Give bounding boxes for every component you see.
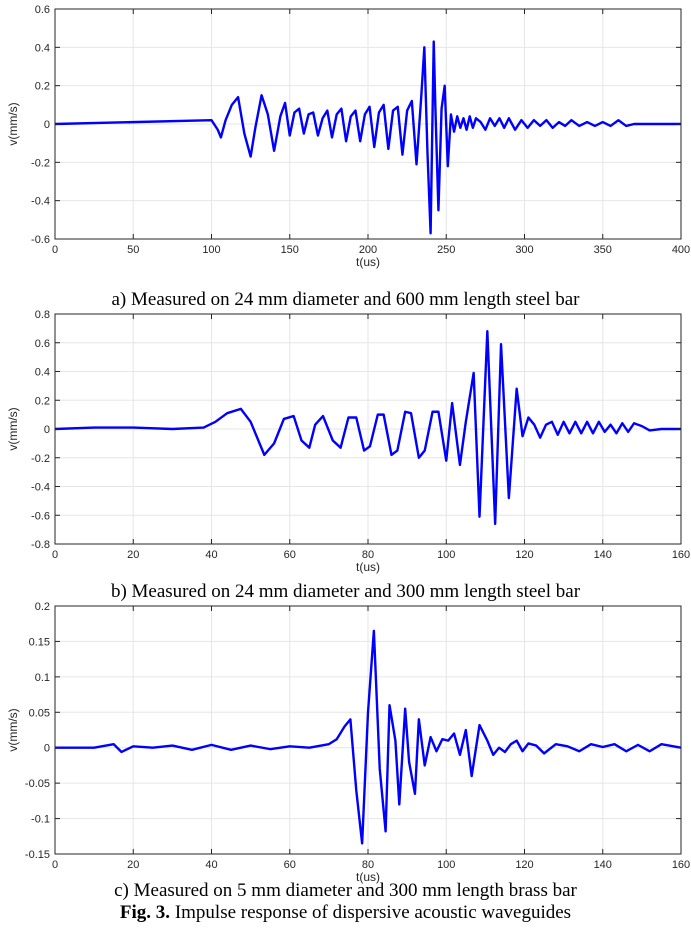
y-tick-label: 0.2 xyxy=(35,601,50,613)
caption-a: a) Measured on 24 mm diameter and 600 mm… xyxy=(111,289,580,310)
x-tick-label: 60 xyxy=(284,859,296,871)
x-tick-label: 100 xyxy=(437,549,455,561)
figure-charts: 0 50 100 150 200 250 300 350 400-0.6-0.4-0.200.2… xyxy=(6,4,690,884)
y-tick-label: 0.4 xyxy=(35,42,50,54)
x-tick-label: 250 xyxy=(437,244,455,256)
y-tick-label: -0.4 xyxy=(31,482,50,494)
y-tick-label: -0.8 xyxy=(31,539,50,551)
chart-c: 0 20 40 60 80 100 120 140 160 -0.15 -0.1 -0.05 0 0.05… xyxy=(6,601,690,884)
x-tick-label: 120 xyxy=(515,549,533,561)
y-tick-label: -0.6 xyxy=(31,234,50,246)
x-tick-label: 200 xyxy=(359,244,377,256)
chart-b: 0 20 40 60 80 100 120 140 160 -0.8 -0.6 -0.4 -0.2 0 0.… xyxy=(6,309,690,574)
x-tick-label: 140 xyxy=(594,859,612,871)
y-tick-label: 0.2 xyxy=(35,81,50,93)
x-tick-label: 80 xyxy=(362,549,374,561)
y-tick-label: -0.2 xyxy=(31,157,50,169)
x-tick-label: 150 xyxy=(281,244,299,256)
x-tick-label: 350 xyxy=(594,244,612,256)
y-tick-label: -0.4 xyxy=(31,196,50,208)
y-tick-label: 0.15 xyxy=(29,636,50,648)
x-tick-label: 100 xyxy=(437,859,455,871)
series-line xyxy=(55,629,682,845)
y-tick-label: -0.15 xyxy=(25,849,50,861)
x-tick-label: 40 xyxy=(205,859,217,871)
x-tick-label: 0 xyxy=(52,244,58,256)
x-axis-label: t(us) xyxy=(356,870,380,884)
x-tick-label: 0 xyxy=(52,549,58,561)
series-line xyxy=(54,330,681,526)
x-axis-label: t(us) xyxy=(356,560,380,574)
x-tick-label: 20 xyxy=(127,549,139,561)
y-tick-label: -0.6 xyxy=(31,510,50,522)
x-tick-label: 300 xyxy=(515,244,533,256)
y-tick-label: 0.1 xyxy=(35,672,50,684)
x-axis-label: t(us) xyxy=(356,255,380,269)
x-tick-label: 160 xyxy=(672,549,690,561)
y-tick-label: 0.6 xyxy=(35,4,50,16)
y-tick-label: 0 xyxy=(44,119,50,131)
y-tick-label: 0 xyxy=(44,743,50,755)
y-tick-label: 0.6 xyxy=(35,338,50,350)
y-tick-label: -0.1 xyxy=(31,814,50,826)
x-tick-label: 60 xyxy=(284,549,296,561)
y-axis-label: v(mm/s) xyxy=(6,708,20,751)
x-tick-label: 20 xyxy=(127,859,139,871)
series-line xyxy=(54,40,681,235)
y-axis-label: v(mm/s) xyxy=(6,102,20,145)
figure-caption-text: Impulse response of dispersive acoustic … xyxy=(170,902,572,923)
x-tick-label: 400 xyxy=(672,244,690,256)
x-tick-label: 100 xyxy=(202,244,220,256)
y-tick-label: -0.2 xyxy=(31,453,50,465)
y-axis-label: v(mm/s) xyxy=(6,407,20,450)
y-tick-label: 0.4 xyxy=(35,367,50,379)
caption-c: c) Measured on 5 mm diameter and 300 mm … xyxy=(114,880,577,901)
x-tick-label: 0 xyxy=(52,859,58,871)
x-tick-label: 120 xyxy=(515,859,533,871)
x-tick-label: 80 xyxy=(362,859,374,871)
caption-b: b) Measured on 24 mm diameter and 300 mm… xyxy=(110,581,581,602)
y-tick-label: 0.05 xyxy=(29,707,50,719)
x-tick-label: 50 xyxy=(127,244,139,256)
x-tick-label: 140 xyxy=(594,549,612,561)
y-tick-label: 0.8 xyxy=(35,309,50,321)
figure-caption: Fig. 3. Impulse response of dispersive a… xyxy=(0,902,691,924)
chart-a: 0 50 100 150 200 250 300 350 400 -0.6 -0.4 -0.2 0 0.2… xyxy=(6,4,690,269)
y-tick-label: 0 xyxy=(44,424,50,436)
x-tick-label: 160 xyxy=(672,859,690,871)
x-tick-label: 40 xyxy=(205,549,217,561)
figure-label: Fig. 3. xyxy=(119,902,171,923)
y-tick-label: 0.2 xyxy=(35,395,50,407)
y-tick-label: -0.05 xyxy=(25,778,50,790)
